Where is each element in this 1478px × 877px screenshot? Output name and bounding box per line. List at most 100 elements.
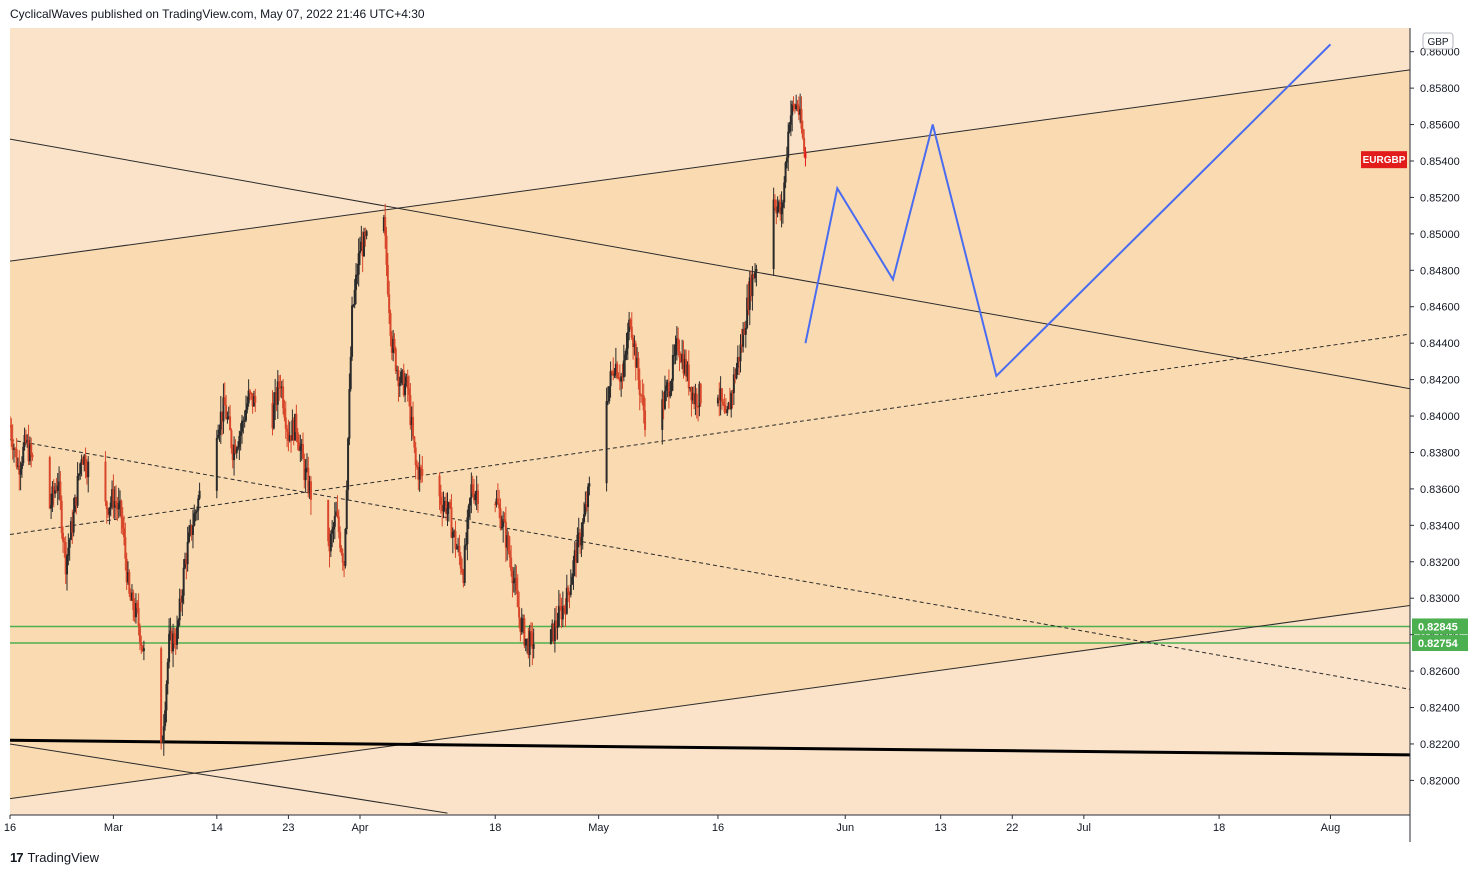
candle-body (133, 610, 136, 618)
candle-body (123, 528, 126, 538)
candle-body (51, 486, 54, 505)
price-tick-label: 0.85800 (1420, 83, 1460, 95)
candle-body (244, 409, 247, 421)
candle-body (142, 648, 145, 652)
candle-body (742, 329, 745, 347)
candle-body (561, 606, 564, 620)
candle-body (747, 297, 750, 310)
candle-body (362, 232, 365, 257)
support-level-badge (1412, 635, 1468, 652)
candle-body (226, 417, 229, 419)
time-tick-label: Jul (1077, 822, 1091, 834)
candle-body (55, 490, 58, 492)
candle-body (568, 592, 571, 595)
candle-body (663, 390, 666, 409)
candle-body (405, 376, 408, 384)
candle-body (784, 162, 787, 183)
candle-body (234, 444, 237, 454)
candle-body (678, 351, 681, 358)
candle-body (797, 105, 800, 115)
candle-body (667, 382, 670, 397)
price-tick-label: 0.82000 (1420, 775, 1460, 787)
candle-body (682, 354, 685, 374)
candle-body (514, 578, 517, 581)
price-tick-label: 0.82600 (1420, 666, 1460, 678)
candle-body (241, 420, 244, 432)
candle-body (732, 374, 735, 394)
candle-body (339, 532, 342, 548)
candle-body (351, 305, 354, 357)
time-axis[interactable]: 16 Mar 14 23 Apr 18 May 16 Jun 13 22 Jul 18 Aug (4, 815, 1340, 834)
candle-body (71, 521, 74, 533)
candle-body (455, 548, 458, 550)
candle-body (410, 416, 413, 426)
candle-body (271, 402, 274, 429)
candle-body (528, 630, 531, 656)
candle-body (748, 277, 751, 310)
candle-body (735, 367, 738, 379)
candle-body (527, 638, 530, 656)
price-tick-label: 0.84800 (1420, 265, 1460, 277)
candle-body (612, 371, 615, 376)
candle-body (299, 446, 302, 451)
candle-body (187, 532, 190, 542)
time-tick-label: 16 (4, 822, 16, 834)
price-axis[interactable]: 0.86000 0.85800 0.85600 0.85400 0.85200 0.850… (1410, 47, 1460, 788)
candle-body (697, 406, 700, 408)
candle-body (446, 507, 449, 514)
time-tick-label: 18 (1213, 822, 1225, 834)
candle-body (409, 395, 412, 426)
candle-body (190, 525, 193, 535)
candle-body (294, 413, 297, 441)
candle-body (738, 357, 741, 362)
candle-body (384, 217, 387, 236)
candle-body (276, 381, 279, 405)
candle-body (109, 502, 112, 508)
candle-body (402, 370, 405, 396)
candle-body (166, 662, 169, 685)
candle-body (698, 383, 701, 407)
candle-body (168, 633, 171, 663)
candle-body (628, 319, 631, 332)
candle-body (640, 395, 643, 397)
candle-body (563, 606, 566, 608)
candle-body (666, 382, 669, 386)
candle-body (523, 618, 526, 646)
candle-body (356, 274, 359, 276)
candle-body (364, 232, 367, 236)
candle-body (441, 504, 444, 512)
candle-body (73, 497, 76, 513)
candle-body (252, 396, 255, 407)
candle-body (359, 251, 361, 254)
candle-body (416, 465, 419, 467)
candle-body (22, 446, 25, 464)
candle-body (637, 357, 640, 381)
candle-body (120, 500, 123, 518)
candle-body (398, 383, 401, 387)
candle-body (138, 626, 141, 643)
candle-body (388, 294, 391, 314)
candle-body (126, 572, 129, 583)
candle-body (301, 444, 304, 459)
candle-body (412, 416, 415, 437)
candle-body (121, 517, 124, 529)
candle-body (134, 602, 137, 618)
candle-body (115, 501, 118, 506)
time-tick-label: May (588, 822, 609, 834)
candle-body (16, 465, 19, 467)
candle-body (661, 399, 664, 430)
candle-body (18, 465, 21, 475)
candle-body (515, 578, 518, 591)
candle-body (498, 503, 501, 509)
candle-body (77, 473, 80, 476)
candle-body (792, 103, 795, 106)
candle-body (233, 444, 236, 461)
candle-body (68, 539, 71, 548)
candle-body (685, 359, 688, 377)
candle-body (439, 496, 442, 505)
candle-body (382, 217, 385, 232)
candle-body (215, 437, 218, 491)
candle-body (499, 508, 502, 529)
footer-brand[interactable]: 17 TradingView (10, 850, 99, 865)
